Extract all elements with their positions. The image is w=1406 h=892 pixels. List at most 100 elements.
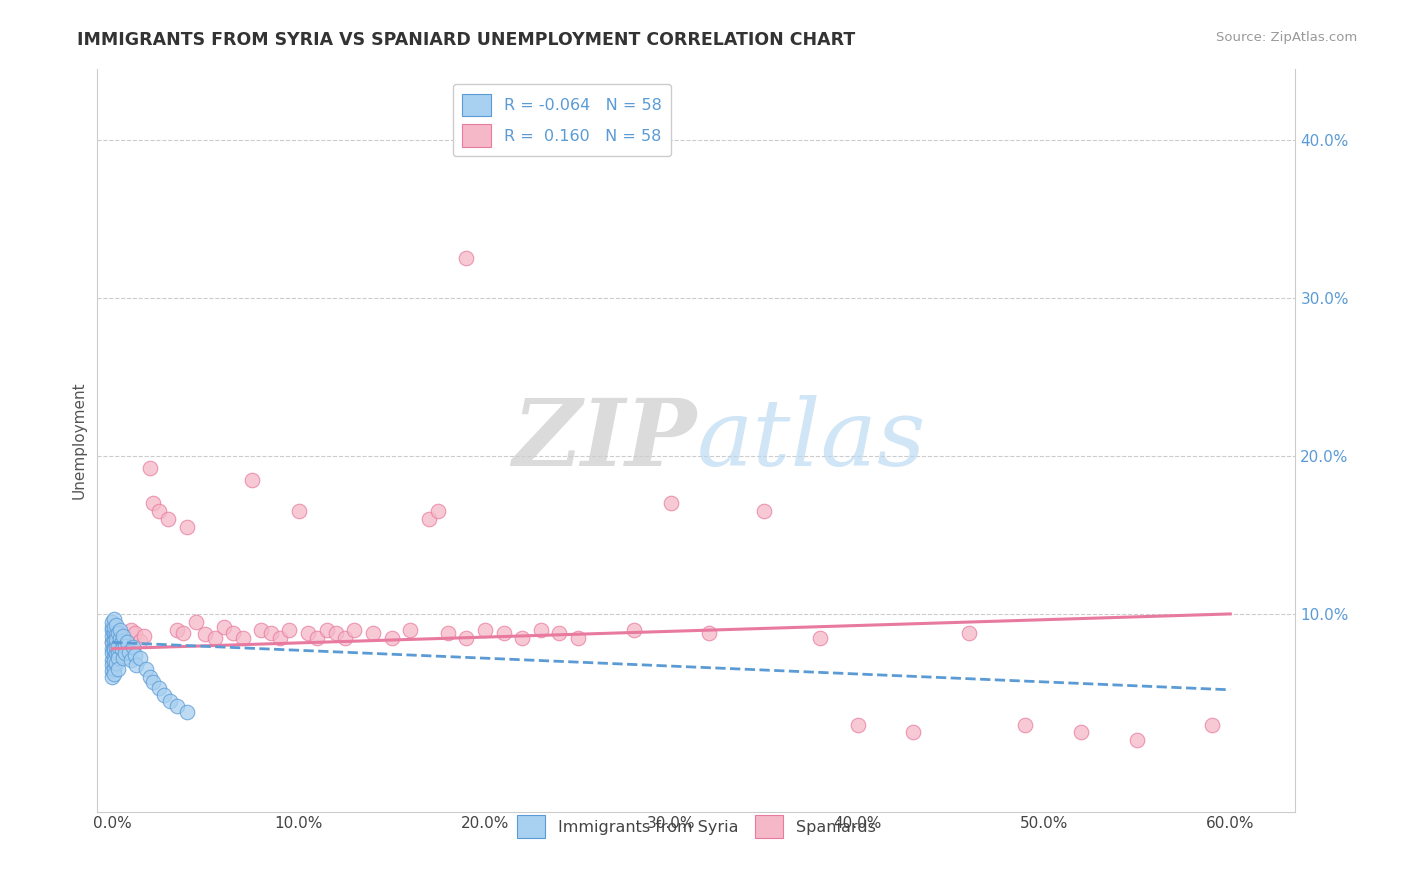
Point xyxy=(157,512,180,526)
Point xyxy=(142,674,165,689)
Point xyxy=(754,504,776,518)
Point xyxy=(129,633,152,648)
Point xyxy=(623,623,645,637)
Point xyxy=(1126,733,1149,747)
Point xyxy=(107,639,129,653)
Point xyxy=(142,496,165,510)
Point xyxy=(121,640,143,654)
Point xyxy=(194,627,217,641)
Point xyxy=(104,640,127,654)
Point xyxy=(138,670,160,684)
Point xyxy=(530,623,553,637)
Point xyxy=(548,626,571,640)
Point xyxy=(269,631,291,645)
Point xyxy=(118,645,141,659)
Point xyxy=(659,496,682,510)
Point xyxy=(399,623,422,637)
Point xyxy=(510,631,533,645)
Point xyxy=(172,626,194,640)
Point xyxy=(381,631,404,645)
Y-axis label: Unemployment: Unemployment xyxy=(72,381,86,499)
Point xyxy=(138,461,160,475)
Point xyxy=(129,651,152,665)
Point xyxy=(135,662,157,676)
Point xyxy=(148,681,170,696)
Point xyxy=(101,647,124,661)
Point xyxy=(107,639,129,653)
Point xyxy=(104,618,127,632)
Point xyxy=(101,623,124,637)
Point xyxy=(567,631,589,645)
Point xyxy=(124,648,146,662)
Point xyxy=(166,698,188,713)
Point xyxy=(112,651,135,665)
Point xyxy=(903,725,925,739)
Point xyxy=(112,629,135,643)
Text: ZIP: ZIP xyxy=(512,395,696,485)
Point xyxy=(132,629,155,643)
Point xyxy=(120,623,142,637)
Point xyxy=(418,512,440,526)
Point xyxy=(307,631,329,645)
Point xyxy=(103,649,125,664)
Point xyxy=(176,520,198,534)
Point xyxy=(125,657,148,672)
Point xyxy=(101,615,124,629)
Point xyxy=(232,631,254,645)
Point xyxy=(103,639,125,653)
Point xyxy=(957,626,980,640)
Point xyxy=(103,626,125,640)
Point xyxy=(104,656,127,670)
Point xyxy=(287,504,309,518)
Point xyxy=(104,635,127,649)
Point xyxy=(103,633,125,648)
Point xyxy=(103,612,125,626)
Point xyxy=(103,662,125,676)
Point xyxy=(259,626,281,640)
Point xyxy=(1201,717,1223,731)
Point xyxy=(361,626,384,640)
Point xyxy=(101,664,124,678)
Point xyxy=(697,626,720,640)
Point xyxy=(101,641,124,656)
Point xyxy=(808,631,831,645)
Point xyxy=(124,626,146,640)
Point xyxy=(343,623,366,637)
Point xyxy=(212,619,235,633)
Point xyxy=(1070,725,1092,739)
Point xyxy=(474,623,496,637)
Point xyxy=(436,626,458,640)
Point xyxy=(222,626,245,640)
Point xyxy=(325,626,347,640)
Point xyxy=(103,619,125,633)
Point xyxy=(148,504,170,518)
Point xyxy=(104,647,127,661)
Point xyxy=(103,654,125,668)
Point xyxy=(240,473,263,487)
Point xyxy=(110,633,132,648)
Text: Source: ZipAtlas.com: Source: ZipAtlas.com xyxy=(1216,31,1357,45)
Point xyxy=(110,631,132,645)
Point xyxy=(297,626,319,640)
Point xyxy=(101,629,124,643)
Text: atlas: atlas xyxy=(696,395,927,485)
Point xyxy=(103,643,125,657)
Point xyxy=(107,651,129,665)
Point xyxy=(166,623,188,637)
Point xyxy=(114,641,136,656)
Point xyxy=(176,705,198,719)
Point xyxy=(114,639,136,653)
Point xyxy=(108,623,131,637)
Point xyxy=(120,653,142,667)
Point xyxy=(101,670,124,684)
Point xyxy=(107,662,129,676)
Point xyxy=(101,653,124,667)
Point xyxy=(101,635,124,649)
Point xyxy=(456,251,478,265)
Point xyxy=(104,632,127,647)
Point xyxy=(103,631,125,645)
Point xyxy=(333,631,356,645)
Point xyxy=(315,623,337,637)
Point xyxy=(153,688,176,702)
Point xyxy=(492,626,515,640)
